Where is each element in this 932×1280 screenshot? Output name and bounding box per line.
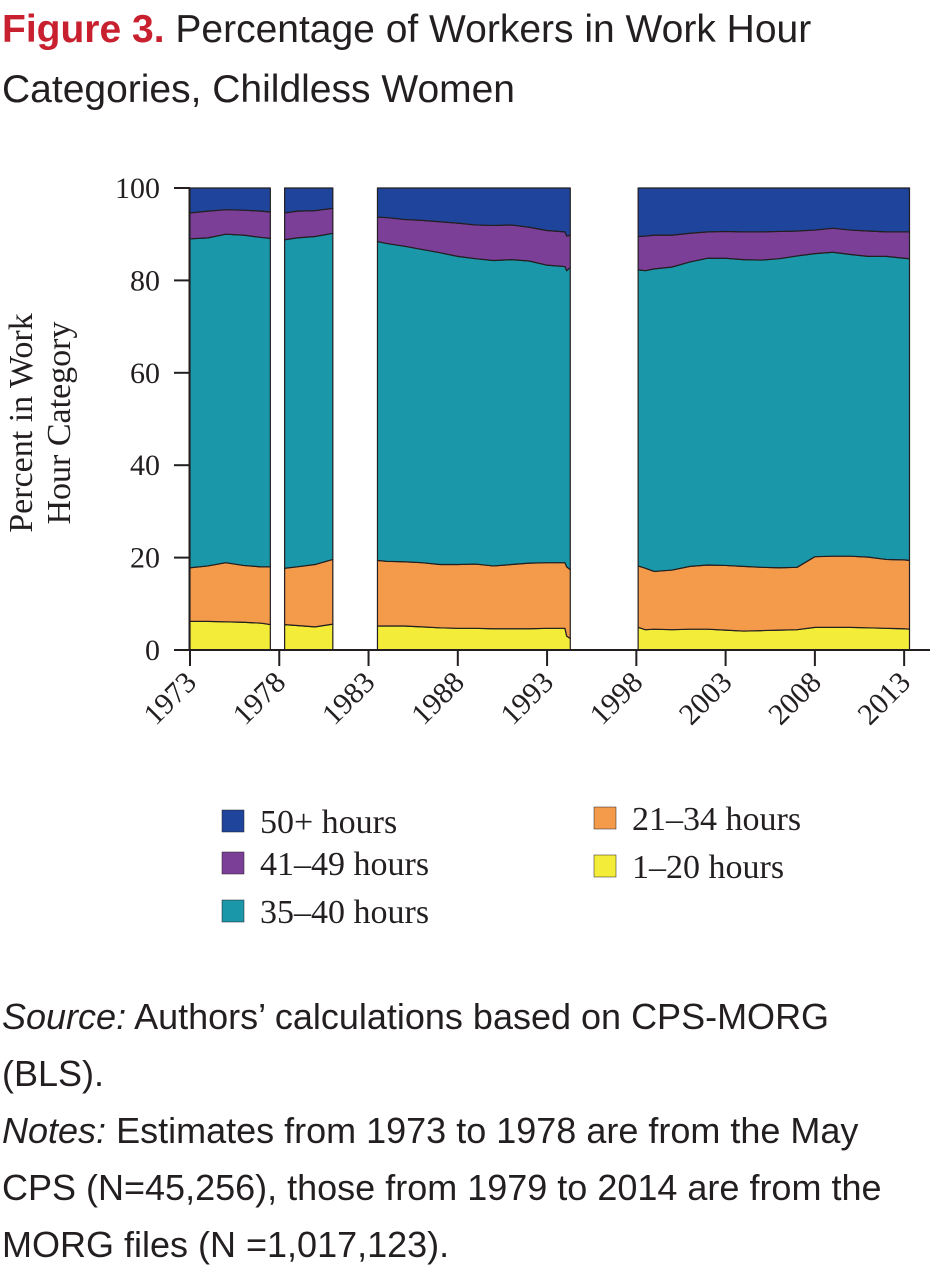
area-50-hours-segment-4 [637, 187, 911, 238]
x-tick-label: 2013 [851, 666, 917, 732]
area-50-hours-segment-3 [376, 187, 571, 237]
x-tick-label: 1973 [137, 666, 203, 732]
notes-label: Notes: [2, 1110, 107, 1151]
figure-label: Figure 3. [2, 8, 165, 51]
x-tick-label: 1983 [316, 666, 382, 732]
stacked-area-chart: 0 20 40 60 80 100 1973 1978 1983 1988 1993 1998 2003… [3, 172, 930, 931]
legend-label: 35–40 hours [260, 894, 429, 931]
notes-block: Source: Authors’ calculations based on C… [2, 988, 930, 1273]
source-note: Source: Authors’ calculations based on C… [2, 988, 930, 1102]
legend-swatch [593, 854, 617, 878]
x-tick-label: 1988 [405, 666, 471, 732]
legend-label: 50+ hours [260, 804, 397, 841]
legend-item-21-34-hours: 21–34 hours [593, 801, 801, 838]
y-axis-label: Percent in WorkHour Category [3, 313, 78, 532]
notes-text: Estimates from 1973 to 1978 are from the… [2, 1110, 882, 1265]
legend-item-41-49-hours: 41–49 hours [221, 846, 429, 883]
y-tick-label: 40 [130, 449, 160, 482]
source-text: Authors’ calculations based on CPS-MORG … [2, 996, 830, 1094]
y-tick-label: 20 [130, 542, 160, 575]
y-tick-label: 100 [115, 172, 160, 205]
figure-title-text: Percentage of Workers in Work Hour Categ… [2, 8, 812, 111]
area-35-40-hours-segment-1 [189, 233, 271, 569]
x-tick-label: 1993 [494, 666, 560, 732]
area-1-20-hours-segment-2 [284, 623, 334, 651]
y-tick-label: 80 [130, 264, 160, 297]
area-21-34-hours-segment-1 [189, 562, 271, 626]
area-41-49-hours-segment-1 [189, 209, 271, 240]
legend-item-1-20-hours: 1–20 hours [593, 849, 784, 886]
legend-item-50-hours: 50+ hours [221, 804, 397, 841]
x-tick-label: 1998 [584, 666, 650, 732]
area-21-34-hours-segment-2 [284, 558, 334, 628]
area-35-40-hours-segment-3 [376, 240, 571, 571]
area-50-hours-segment-2 [284, 187, 334, 214]
y-tick-label: 60 [130, 357, 160, 390]
y-tick-label: 0 [145, 634, 160, 667]
legend-label: 21–34 hours [632, 801, 801, 838]
area-50-hours-segment-1 [189, 187, 271, 214]
legend-label: 41–49 hours [260, 846, 429, 883]
legend-swatch [221, 809, 245, 833]
legend-swatch [593, 806, 617, 830]
x-tick-label: 2008 [762, 666, 828, 732]
area-1-20-hours-segment-3 [376, 625, 571, 651]
notes-note: Notes: Estimates from 1973 to 1978 are f… [2, 1102, 930, 1273]
legend: 50+ hours 41–49 hours 35–40 hours 21–34 hou… [221, 801, 801, 931]
plot-areas [189, 187, 911, 651]
area-35-40-hours-segment-2 [284, 232, 334, 569]
source-label: Source: [2, 996, 127, 1037]
legend-swatch [221, 899, 245, 923]
legend-swatch [221, 851, 245, 875]
x-tick-label: 1978 [226, 666, 292, 732]
legend-label: 1–20 hours [632, 849, 784, 886]
area-41-49-hours-segment-2 [284, 207, 334, 241]
area-1-20-hours-segment-1 [189, 620, 271, 651]
x-tick-label: 2003 [673, 666, 739, 732]
legend-item-35-40-hours: 35–40 hours [221, 894, 429, 931]
figure-title: Figure 3. Percentage of Workers in Work … [2, 0, 927, 120]
area-35-40-hours-segment-4 [637, 251, 911, 573]
